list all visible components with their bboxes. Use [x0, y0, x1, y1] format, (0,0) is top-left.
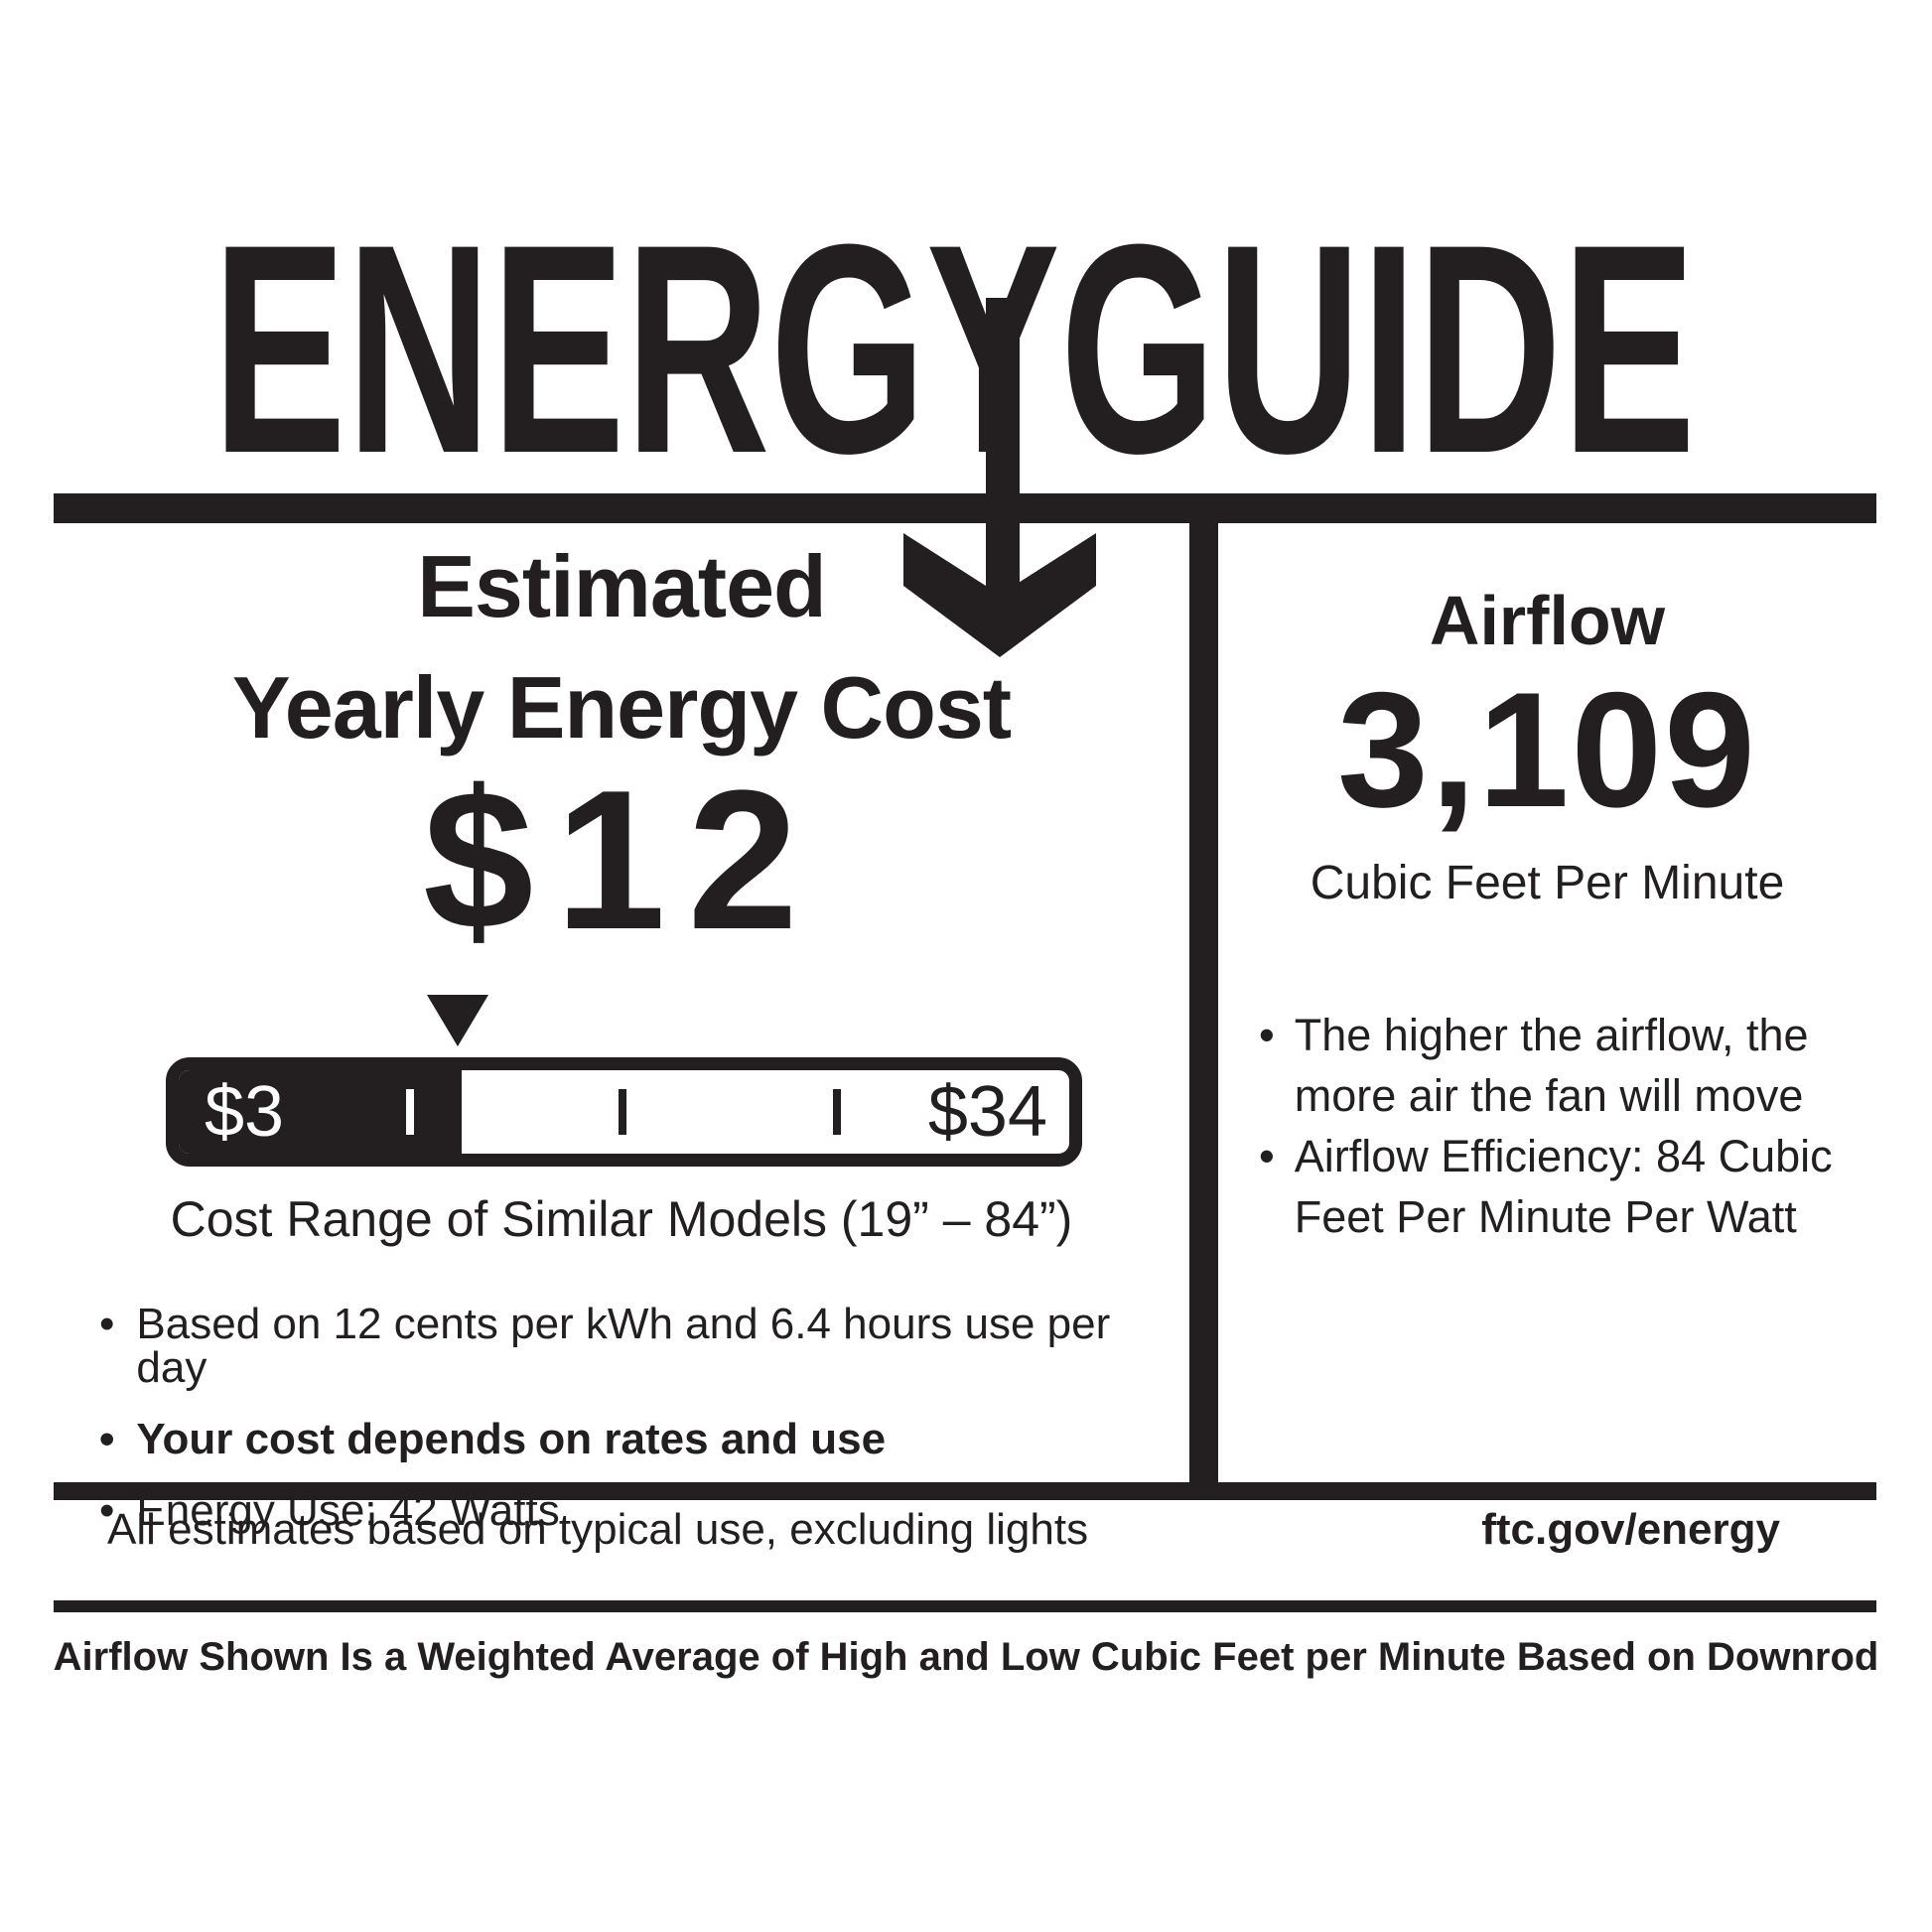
cost-pointer-icon	[426, 995, 488, 1046]
yearly-cost-value: $12	[423, 750, 820, 971]
airflow-value: 3,109	[1337, 658, 1757, 841]
footnote-top-rule	[54, 1482, 1876, 1500]
list-item: • Airflow Efficiency: 84 Cubic Feet Per …	[1259, 1126, 1874, 1247]
ftc-gov-energy-link: ftc.gov/energy	[1481, 1505, 1780, 1554]
scale-max-label: $34	[927, 1072, 1047, 1152]
down-arrow-icon	[903, 298, 1096, 657]
bullet-icon: •	[99, 1486, 115, 1535]
list-item: • Energy Use: 42 Watts	[99, 1489, 1186, 1533]
cost-range-scale: $3 $34	[166, 995, 1082, 1167]
bullet-icon: •	[1259, 1131, 1275, 1181]
header-divider-rule	[54, 493, 1876, 523]
scale-tick-2	[618, 1089, 626, 1135]
estimates-note: All estimates based on typical use, excl…	[107, 1505, 1089, 1554]
footnote-bottom-rule	[54, 1600, 1876, 1612]
airflow-heading: Airflow	[1429, 582, 1666, 659]
scale-min-label: $3	[205, 1072, 285, 1152]
estimated-yearly-energy-cost-heading: Estimated Yearly Energy Cost	[54, 526, 1189, 768]
list-item: • Your cost depends on rates and use	[99, 1418, 1186, 1461]
list-item-text: Airflow Efficiency: 84 Cubic Feet Per Mi…	[1294, 1131, 1833, 1242]
bullet-icon: •	[99, 1415, 115, 1463]
scale-tick-1	[406, 1089, 415, 1135]
list-item: • The higher the airflow, the more air t…	[1259, 1005, 1874, 1126]
column-divider-rule	[1189, 523, 1218, 1484]
list-item-text: Based on 12 cents per kWh and 6.4 hours …	[136, 1300, 1111, 1392]
heading-line-2: Yearly Energy Cost	[231, 658, 1012, 757]
energyguide-wordmark: ENERGYGUIDE	[212, 182, 1696, 477]
page-title: ENERGYGUIDE	[212, 182, 1696, 477]
list-item-text: The higher the airflow, the more air the…	[1294, 1010, 1809, 1121]
list-item-text: Your cost depends on rates and use	[136, 1415, 887, 1463]
bullet-icon: •	[99, 1300, 115, 1348]
airflow-notes-list: • The higher the airflow, the more air t…	[1259, 1005, 1874, 1247]
bullet-icon: •	[1259, 1010, 1275, 1060]
heading-line-1: Estimated	[417, 537, 827, 635]
cost-range-caption: Cost Range of Similar Models (19” – 84”)	[170, 1191, 1073, 1247]
scale-tick-3	[832, 1089, 841, 1135]
cost-range-bar: $3 $34	[166, 1057, 1082, 1167]
cost-range-fill	[179, 1070, 463, 1154]
list-item-text: Energy Use: 42 Watts	[136, 1486, 560, 1535]
airflow-unit: Cubic Feet Per Minute	[1310, 857, 1785, 909]
cost-notes-list: • Based on 12 cents per kWh and 6.4 hour…	[99, 1303, 1186, 1561]
airflow-footnote: Airflow Shown Is a Weighted Average of H…	[53, 1635, 1879, 1679]
list-item: • Based on 12 cents per kWh and 6.4 hour…	[99, 1303, 1186, 1390]
